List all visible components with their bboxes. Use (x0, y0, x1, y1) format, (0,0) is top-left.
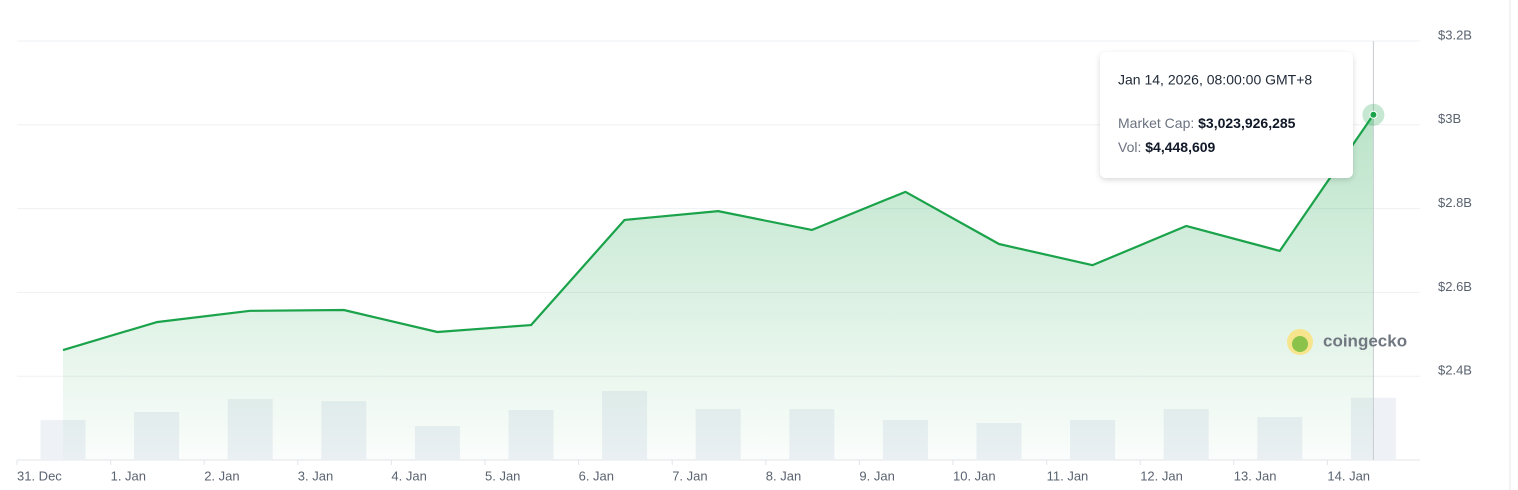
y-tick-label: $2.6B (1438, 279, 1472, 294)
x-tick-label: 3. Jan (298, 468, 333, 483)
point (1369, 110, 1378, 119)
tooltip-box (1100, 52, 1353, 178)
x-tick-label: 9. Jan (859, 468, 894, 483)
x-tick-label: 10. Jan (953, 468, 996, 483)
logo (1292, 336, 1308, 352)
x-tick-label: 12. Jan (1140, 468, 1183, 483)
tooltip-row: Market Cap: $3,023,926,285 (1118, 115, 1296, 131)
tooltip-value: $4,448,609 (1145, 139, 1215, 155)
x-tick-label: 14. Jan (1327, 468, 1370, 483)
x-tick-label: 4. Jan (391, 468, 426, 483)
watermark: coingecko (1287, 329, 1407, 355)
y-tick-label: $2.8B (1438, 195, 1472, 210)
watermark-text: coingecko (1323, 331, 1407, 350)
x-tick-label: 6. Jan (579, 468, 614, 483)
tooltip-label: Market Cap: (1118, 115, 1194, 131)
y-tick-label: $3B (1438, 111, 1461, 126)
tooltip-label: Vol: (1118, 139, 1141, 155)
x-tick-label: 13. Jan (1234, 468, 1277, 483)
x-tick-label: 1. Jan (111, 468, 146, 483)
x-tick-label: 7. Jan (672, 468, 707, 483)
tooltip-date: Jan 14, 2026, 08:00:00 GMT+8 (1118, 72, 1312, 88)
plot: $2.4B $2.6B $2.8B $3B $3.2B 31. Dec 1. Jan 2. J… (16, 27, 1472, 483)
area (63, 114, 1374, 460)
x-tick-label: 5. Jan (485, 468, 520, 483)
x-tick-label: 11. Jan (1047, 468, 1089, 483)
x-tick-label: 2. Jan (204, 468, 239, 483)
tooltip: Jan 14, 2026, 08:00:00 GMT+8 Market Cap:… (1100, 52, 1353, 178)
y-tick-label: $3.2B (1438, 27, 1472, 42)
y-tick-label: $2.4B (1438, 363, 1472, 378)
tooltip-value: $3,023,926,285 (1198, 115, 1296, 131)
line (62, 114, 1375, 352)
x-tick-label: 8. Jan (766, 468, 801, 483)
tooltip-row: Vol: $4,448,609 (1118, 139, 1216, 155)
x-tick-label: 31. Dec (17, 468, 62, 483)
